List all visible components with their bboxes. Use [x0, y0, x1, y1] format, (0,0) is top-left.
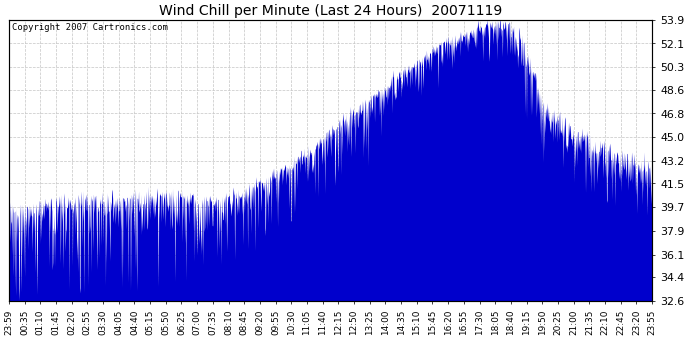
Text: Copyright 2007 Cartronics.com: Copyright 2007 Cartronics.com — [12, 23, 168, 32]
Title: Wind Chill per Minute (Last 24 Hours)  20071119: Wind Chill per Minute (Last 24 Hours) 20… — [159, 4, 502, 18]
